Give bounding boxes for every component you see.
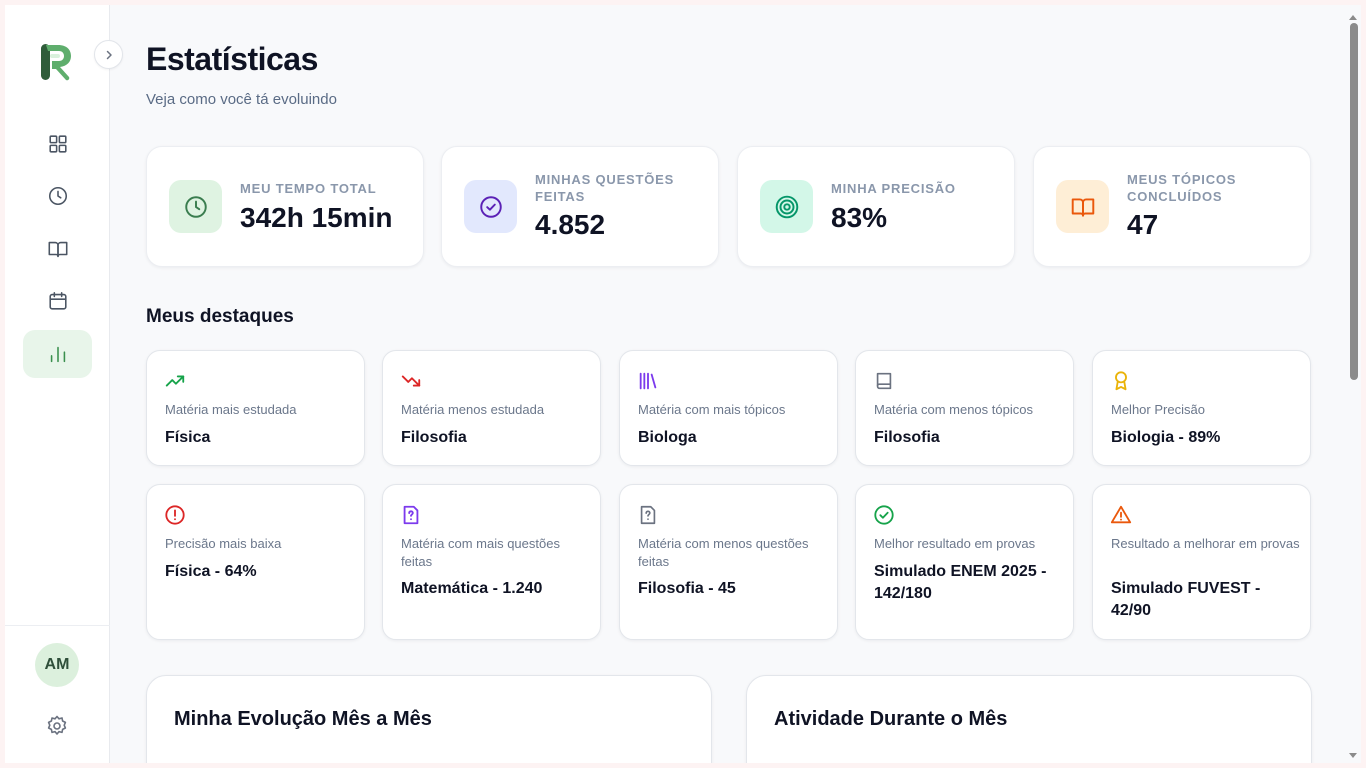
section-title-highlights: Meus destaques [146,306,294,327]
highlight-label: Precisão mais baixa [165,536,282,551]
stat-value: 47 [1127,209,1159,240]
scrollbar[interactable] [1348,15,1358,759]
scroll-down-arrow-icon[interactable] [1349,753,1357,758]
stat-card-questions: MINHAS QUESTÕES FEITAS 4.852 [441,146,719,267]
trending-down-icon [401,375,421,387]
highlight-card: Matéria com mais tópicos Biologa [619,350,838,466]
stat-icon-box [760,180,813,233]
stat-value: 83% [831,202,888,233]
stat-label: MINHAS QUESTÕES FEITAS [535,172,675,204]
sidebar-toggle-button[interactable] [94,40,123,69]
highlight-value: Filosofia [401,429,467,446]
stat-icon-box [1056,180,1109,233]
stat-card-total-time: MEU TEMPO TOTAL 342h 15min [146,146,424,267]
alert-triangle-icon [1110,505,1132,524]
stat-value: 4.852 [535,209,606,240]
target-icon [775,195,798,218]
scrollbar-thumb[interactable] [1350,23,1358,380]
highlight-label: Matéria menos estudada [401,402,545,417]
page-title: Estatísticas [146,41,318,77]
book-open-icon [48,241,67,258]
highlight-card: Melhor resultado em provas Simulado ENEM… [855,484,1074,640]
page-subtitle: Veja como você tá evoluindo [146,91,337,108]
stat-icon-box [169,180,222,233]
stat-card-precision: MINHA PRECISÃO 83% [737,146,1015,267]
grid-icon [48,135,67,153]
scroll-up-arrow-icon[interactable] [1349,15,1357,20]
file-question-icon [403,505,419,525]
highlight-value: Simulado FUVEST - 42/90 [1111,580,1261,619]
clock-icon [184,195,207,218]
highlight-value: Matemática - 1.240 [401,580,543,597]
panel-month-activity: Atividade Durante o Mês [746,675,1312,763]
stat-card-topics: MEUS TÓPICOS CONCLUÍDOS 47 [1033,146,1311,267]
trending-up-icon [165,375,185,387]
sidebar: AM [5,5,123,763]
highlight-card: Matéria menos estudada Filosofia [382,350,601,466]
highlight-label: Matéria mais estudada [165,402,297,417]
stat-icon-box [464,180,517,233]
check-circle-icon [874,505,894,525]
highlight-label: Melhor Precisão [1111,402,1205,417]
sidebar-item-dashboard[interactable] [23,120,92,168]
stat-value: 342h 15min [240,202,393,233]
highlight-value: Filosofia [874,429,940,446]
highlight-value: Biologa [638,429,697,446]
highlight-label: Matéria com menos tópicos [874,402,1033,417]
calendar-icon [48,291,67,310]
clock-icon [48,186,67,206]
sidebar-divider [5,625,110,626]
chevron-right-icon [106,50,112,59]
library-icon [639,372,657,390]
panel-monthly-evolution: Minha Evolução Mês a Mês [146,675,712,763]
panel-title: Atividade Durante o Mês [774,708,1008,730]
bar-chart-icon [50,346,65,363]
stat-label: MEUS TÓPICOS CONCLUÍDOS [1127,172,1237,204]
app-window: AM Estatísticas Veja como você tá evolui… [5,5,1361,763]
highlight-value: Física - 64% [165,563,257,580]
avatar[interactable]: AM [35,643,79,687]
highlight-label: Matéria com mais questões feitas [401,536,560,569]
highlight-label: Matéria com mais tópicos [638,402,786,417]
sidebar-item-calendar[interactable] [23,277,92,325]
sidebar-item-statistics[interactable] [23,330,92,378]
highlight-label: Resultado a melhorar em provas [1111,536,1300,551]
app-logo[interactable] [38,41,74,83]
gear-icon [47,715,67,735]
highlight-card: Resultado a melhorar em provas Simulado … [1092,484,1311,640]
highlight-card: Precisão mais baixa Física - 64% [146,484,365,640]
settings-button[interactable] [45,714,69,738]
highlight-label: Matéria com menos questões feitas [638,536,809,569]
stat-label: MINHA PRECISÃO [831,181,956,196]
stat-label: MEU TEMPO TOTAL [240,181,377,196]
highlight-card: Melhor Precisão Biologia - 89% [1092,350,1311,466]
sidebar-item-subjects[interactable] [23,225,92,273]
book-icon [876,372,892,390]
highlight-card: Matéria mais estudada Física [146,350,365,466]
highlight-label: Melhor resultado em provas [874,536,1036,551]
highlight-card: Matéria com menos tópicos Filosofia [855,350,1074,466]
sidebar-item-history[interactable] [23,172,92,220]
panel-title: Minha Evolução Mês a Mês [174,708,432,730]
award-icon [1115,371,1127,391]
check-circle-icon [479,195,502,218]
highlight-value: Simulado ENEM 2025 - 142/180 [874,563,1047,602]
highlight-value: Física [165,429,211,446]
highlight-card: Matéria com mais questões feitas Matemát… [382,484,601,640]
book-open-icon [1071,197,1094,217]
highlight-value: Biologia - 89% [1111,429,1221,446]
alert-circle-icon [165,505,185,525]
highlight-value: Filosofia - 45 [638,580,736,597]
file-question-icon [640,505,656,525]
highlight-card: Matéria com menos questões feitas Filoso… [619,484,838,640]
